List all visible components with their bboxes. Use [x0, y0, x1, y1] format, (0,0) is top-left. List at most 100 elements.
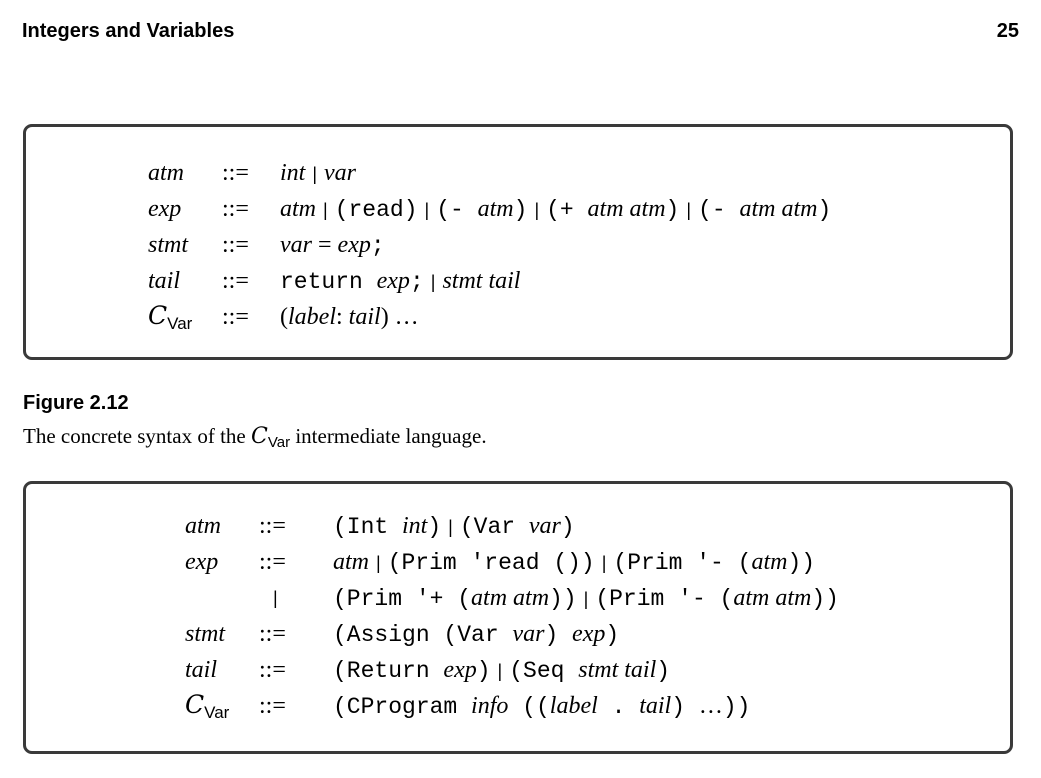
syntax-keyword: )): [787, 549, 816, 576]
syntax-keyword: ): [513, 196, 528, 223]
syntax-term: atm atm: [733, 584, 812, 611]
rule-lhs: CVar: [185, 688, 259, 724]
syntax-keyword: ((: [508, 693, 550, 720]
syntax-keyword: ;: [370, 232, 385, 259]
alternative-separator: |: [376, 552, 381, 573]
syntax-term: exp: [376, 267, 410, 294]
syntax-term: label: [288, 303, 336, 330]
syntax-term: var: [528, 512, 561, 539]
syntax-term: :: [336, 303, 349, 330]
rule-rhs: atm | (Prim 'read ()) | (Prim '- (atm)): [333, 544, 839, 580]
figure-caption: The concrete syntax of the CVar intermed…: [23, 424, 487, 451]
rule-rhs: (Return exp) | (Seq stmt tail): [333, 652, 839, 688]
caption-language-subscript: Var: [267, 434, 291, 451]
page-number: 25: [996, 20, 1019, 42]
grammar-rule: CVar::= (label: tail) …: [148, 299, 831, 335]
rule-definition-symbol: ::=: [222, 195, 249, 222]
grammar-rule: | (Prim '+ (atm atm)) | (Prim '- (atm atm)): [185, 580, 839, 616]
grammar-rule: atm::= int | var: [148, 155, 831, 191]
rule-lhs: tail: [185, 656, 218, 683]
page-header: Integers and Variables 25: [22, 20, 1019, 48]
syntax-term: …: [698, 692, 723, 719]
alternative-separator: |: [686, 199, 692, 220]
grammar-rule: atm::= (Int int) | (Var var): [185, 508, 839, 544]
syntax-keyword: (-: [698, 196, 740, 223]
syntax-term: var: [324, 159, 357, 186]
alternative-separator: |: [323, 199, 328, 220]
rule-definition-symbol: ::=: [259, 620, 286, 647]
syntax-term: stmt tail: [442, 267, 521, 294]
syntax-term: int: [402, 512, 428, 539]
alternative-separator: |: [583, 588, 589, 609]
syntax-term: int: [280, 159, 306, 186]
grammar-rule: tail::= (Return exp) | (Seq stmt tail): [185, 652, 839, 688]
figure-label: Figure 2.12: [23, 392, 129, 414]
syntax-keyword: (+: [546, 196, 588, 223]
syntax-keyword: ): [671, 693, 699, 720]
caption-language-name: C: [251, 424, 268, 449]
syntax-term: info: [471, 692, 509, 719]
grammar-rule: stmt::= var = exp;: [148, 227, 831, 263]
alternative-separator: |: [497, 660, 503, 681]
syntax-keyword: ): [544, 621, 573, 648]
syntax-term: exp: [572, 620, 606, 647]
syntax-keyword: )): [811, 585, 839, 612]
grammar-rule: CVar::= (CProgram info ((label . tail) …)…: [185, 688, 839, 724]
syntax-term: label: [549, 692, 598, 719]
rule-rhs: (Assign (Var var) exp): [333, 616, 839, 652]
syntax-keyword: (CProgram: [333, 693, 472, 720]
rule-lhs: tail: [148, 267, 181, 294]
rule-rhs: (Int int) | (Var var): [333, 508, 839, 544]
language-name: C: [185, 689, 205, 719]
abstract-grammar-table: atm::= (Int int) | (Var var) exp::= atm | (Prim…: [185, 508, 839, 724]
grammar-rule: tail::= return exp; | stmt tail: [148, 263, 831, 299]
concrete-syntax-box: atm::= int | var exp::= atm | (read) | (- atm) | (+…: [23, 124, 1013, 360]
rule-rhs: (Prim '+ (atm atm)) | (Prim '- (atm atm)): [333, 580, 839, 616]
rule-definition-symbol: ::=: [222, 231, 249, 258]
alternative-separator: |: [424, 199, 430, 220]
caption-text-after: intermediate language.: [290, 424, 487, 448]
syntax-keyword: (Assign (Var: [333, 621, 513, 648]
rule-rhs: int | var: [280, 155, 831, 191]
alternative-separator: |: [312, 163, 318, 184]
syntax-term: stmt tail: [578, 656, 657, 683]
grammar-rule: exp::= atm | (read) | (- atm) | (+ atm atm) | (- …: [148, 191, 831, 227]
syntax-keyword: .: [597, 693, 640, 720]
syntax-term: atm: [333, 548, 369, 575]
language-subscript: Var: [167, 313, 193, 333]
syntax-term: var: [512, 620, 545, 647]
rule-definition-symbol: |: [273, 587, 278, 608]
syntax-keyword: (Prim '- (: [613, 549, 752, 576]
rule-definition-symbol: ::=: [222, 159, 249, 186]
rule-definition-symbol: ::=: [259, 692, 286, 719]
rule-lhs: [185, 580, 259, 616]
syntax-term: atm atm: [587, 195, 666, 222]
rule-rhs: return exp; | stmt tail: [280, 263, 831, 299]
rule-lhs: stmt: [148, 231, 189, 258]
syntax-keyword: (Var: [459, 513, 529, 540]
syntax-term: atm: [477, 195, 514, 222]
syntax-keyword: return: [280, 268, 377, 295]
rule-rhs: (CProgram info ((label . tail) …)): [333, 688, 839, 724]
syntax-keyword: (Int: [333, 513, 403, 540]
rule-rhs: (label: tail) …: [280, 299, 831, 335]
syntax-keyword: (Prim '- (: [595, 585, 734, 612]
rule-lhs: stmt: [185, 620, 226, 647]
rule-lhs: exp: [185, 548, 219, 575]
syntax-keyword: (Prim '+ (: [333, 585, 472, 612]
syntax-keyword: )): [722, 693, 751, 720]
syntax-term: tail: [639, 692, 672, 719]
syntax-keyword: )): [549, 585, 577, 612]
syntax-term: atm atm: [739, 195, 818, 222]
syntax-term: ) …: [380, 303, 419, 330]
syntax-keyword: (Seq: [509, 657, 579, 684]
grammar-rule: stmt::= (Assign (Var var) exp): [185, 616, 839, 652]
alternative-separator: |: [430, 271, 436, 292]
syntax-keyword: (read): [334, 196, 418, 223]
syntax-keyword: (Prim 'read ()): [387, 549, 595, 576]
concrete-grammar-table: atm::= int | var exp::= atm | (read) | (- atm) | (+…: [148, 155, 831, 335]
rule-lhs: exp: [148, 195, 182, 222]
rule-definition-symbol: ::=: [259, 512, 286, 539]
abstract-syntax-box: atm::= (Int int) | (Var var) exp::= atm | (Prim…: [23, 481, 1013, 754]
rule-lhs: atm: [148, 159, 184, 186]
